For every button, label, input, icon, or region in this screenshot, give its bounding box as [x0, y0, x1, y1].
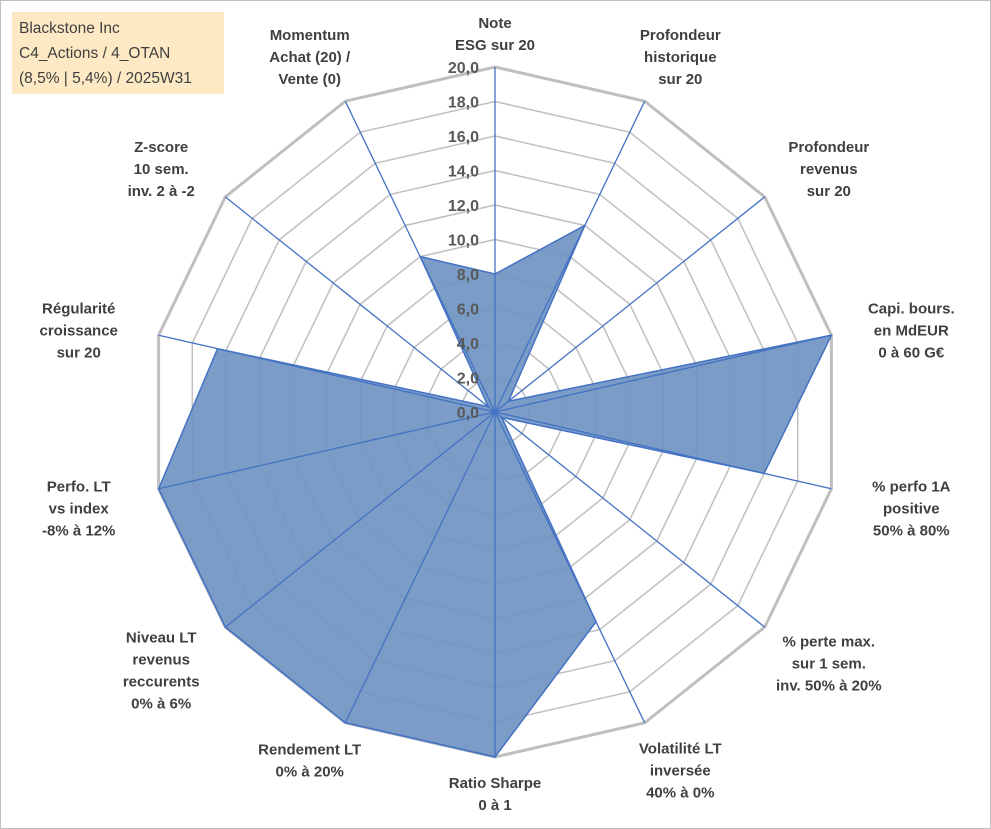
tick-label: 20,0 — [448, 60, 479, 77]
axis-spoke — [158, 334, 496, 413]
axis-spoke — [224, 196, 496, 413]
axis-spoke — [494, 411, 832, 490]
axis-spoke — [344, 100, 496, 413]
axis-label: Perfo. LT vs index -8% à 12% — [42, 478, 115, 539]
axis-spoke — [494, 196, 766, 413]
tick-label: 4,0 — [457, 336, 479, 353]
tick-label: 0,0 — [457, 405, 479, 422]
axis-labels: Note ESG sur 20 Profondeur historique sur 20… — [40, 15, 955, 814]
axis-label: % perfo 1A positive 50% à 80% — [872, 478, 951, 539]
tick-label: 10,0 — [448, 233, 479, 250]
axis-spoke — [494, 100, 646, 413]
axis-spoke — [224, 411, 496, 628]
axis-label: Rendement LT 0% à 20% — [258, 742, 361, 781]
axis-label: Régularité croissance sur 20 — [40, 301, 118, 362]
tick-label: 6,0 — [457, 302, 479, 319]
spoke-layer — [158, 67, 832, 757]
tick-label: 2,0 — [457, 371, 479, 388]
title-line-2: C4_Actions / 4_OTAN — [19, 45, 171, 62]
tick-label: 12,0 — [448, 198, 479, 215]
title-line-3: (8,5% | 5,4%) / 2025W31 — [19, 70, 192, 87]
axis-label: Momentum Achat (20) / Vente (0) — [269, 27, 351, 88]
axis-label: Profondeur historique sur 20 — [640, 27, 721, 88]
axis-label: % perte max. sur 1 sem. inv. 50% à 20% — [776, 633, 882, 694]
axis-label: Capi. bours. en MdEUR 0 à 60 G€ — [868, 301, 955, 362]
axis-label: Note ESG sur 20 — [455, 15, 535, 54]
axis-spoke — [158, 411, 496, 490]
title-line-1: Blackstone Inc — [19, 20, 120, 37]
axis-spoke — [494, 334, 832, 413]
axis-label: Profondeur revenus sur 20 — [788, 139, 869, 200]
axis-label: Niveau LT revenus reccurents 0% à 6% — [123, 630, 200, 713]
axis-spoke — [344, 411, 496, 724]
tick-label: 8,0 — [457, 267, 479, 284]
title-box: Blackstone Inc C4_Actions / 4_OTAN (8,5%… — [12, 12, 224, 94]
axis-spoke — [494, 411, 766, 628]
axis-label: Ratio Sharpe 0 à 1 — [449, 775, 542, 814]
axis-label: Z-score 10 sem. inv. 2 à -2 — [128, 139, 195, 200]
tick-labels: 0,0 2,0 4,0 6,0 8,0 10,0 12,0 14,0 16,0 18,0 20,0 — [448, 60, 479, 422]
axis-label: Volatilité LT inversée 40% à 0% — [639, 741, 722, 802]
tick-label: 14,0 — [448, 164, 479, 181]
tick-label: 16,0 — [448, 129, 479, 146]
axis-spoke — [494, 411, 646, 724]
tick-label: 18,0 — [448, 95, 479, 112]
